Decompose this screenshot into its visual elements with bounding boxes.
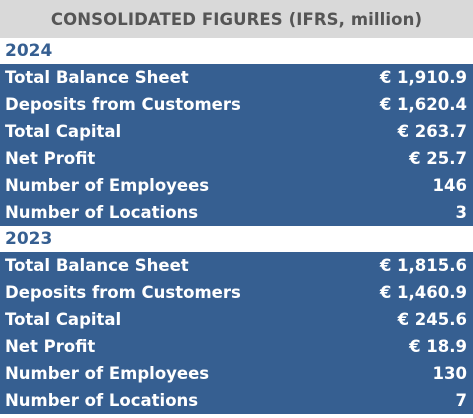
figure-value: € 245.6 — [397, 310, 467, 329]
figure-row-total-balance-sheet: Total Balance Sheet € 1,910.9 — [0, 64, 473, 91]
figure-value: € 263.7 — [397, 122, 467, 141]
figure-value: € 18.9 — [409, 337, 467, 356]
figure-label: Total Capital — [5, 122, 122, 141]
figure-row-number-of-locations: Number of Locations 7 — [0, 387, 473, 414]
figure-row-net-profit: Net Profit € 18.9 — [0, 333, 473, 360]
panel-title: CONSOLIDATED FIGURES (IFRS, million) — [0, 0, 473, 38]
figure-value: 130 — [432, 364, 467, 383]
figure-label: Deposits from Customers — [5, 283, 241, 302]
figure-label: Net Profit — [5, 337, 96, 356]
figure-value: € 1,460.9 — [379, 283, 467, 302]
year-heading-2024: 2024 — [0, 38, 473, 64]
figure-label: Number of Locations — [5, 391, 199, 410]
figure-value: € 1,815.6 — [379, 256, 467, 275]
figure-row-number-of-employees: Number of Employees 130 — [0, 360, 473, 387]
figure-row-number-of-locations: Number of Locations 3 — [0, 199, 473, 226]
figure-row-deposits-from-customers: Deposits from Customers € 1,460.9 — [0, 279, 473, 306]
figure-label: Total Balance Sheet — [5, 256, 189, 275]
figure-row-net-profit: Net Profit € 25.7 — [0, 145, 473, 172]
figures-list-2023: Total Balance Sheet € 1,815.6 Deposits f… — [0, 252, 473, 414]
figure-label: Net Profit — [5, 149, 96, 168]
figure-value: 146 — [432, 176, 467, 195]
figure-value: € 25.7 — [409, 149, 467, 168]
figure-label: Number of Employees — [5, 176, 210, 195]
figure-row-number-of-employees: Number of Employees 146 — [0, 172, 473, 199]
figure-value: 3 — [455, 203, 467, 222]
figure-label: Total Capital — [5, 310, 122, 329]
figure-value: 7 — [455, 391, 467, 410]
figure-value: € 1,620.4 — [379, 95, 467, 114]
year-heading-2023: 2023 — [0, 226, 473, 252]
figure-label: Deposits from Customers — [5, 95, 241, 114]
figure-label: Number of Employees — [5, 364, 210, 383]
figure-value: € 1,910.9 — [379, 68, 467, 87]
figure-row-deposits-from-customers: Deposits from Customers € 1,620.4 — [0, 91, 473, 118]
figure-label: Number of Locations — [5, 203, 199, 222]
figure-row-total-capital: Total Capital € 263.7 — [0, 118, 473, 145]
figure-row-total-capital: Total Capital € 245.6 — [0, 306, 473, 333]
figure-label: Total Balance Sheet — [5, 68, 189, 87]
figures-list-2024: Total Balance Sheet € 1,910.9 Deposits f… — [0, 64, 473, 226]
figure-row-total-balance-sheet: Total Balance Sheet € 1,815.6 — [0, 252, 473, 279]
